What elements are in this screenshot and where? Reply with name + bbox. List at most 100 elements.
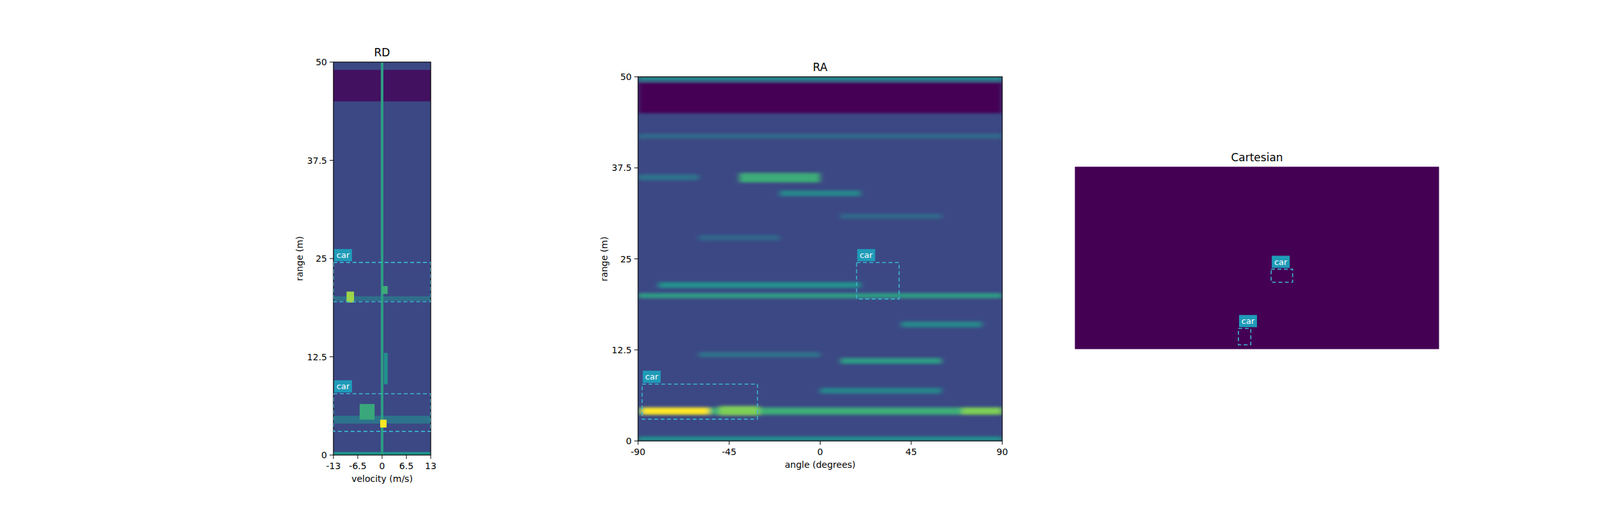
- y-tick-label: 50: [315, 56, 328, 68]
- box-label-bg: [1271, 256, 1290, 269]
- bounding-box: [856, 262, 899, 299]
- x-tick-label: 45: [905, 446, 918, 457]
- x-tick: [910, 440, 912, 445]
- box-label-bg: [334, 248, 352, 262]
- y-tick: [634, 258, 639, 260]
- heat-cell: [739, 172, 820, 183]
- x-tick: [1002, 440, 1003, 445]
- x-tick: [357, 455, 359, 459]
- y-axis-label: range (m): [294, 236, 305, 281]
- box-label-text: car: [1274, 257, 1288, 267]
- x-axis-label: angle (degrees): [784, 459, 856, 470]
- heat-cell: [698, 352, 821, 358]
- y-tick: [329, 455, 334, 456]
- bounding-box: [333, 393, 431, 432]
- heat-cell: [380, 62, 384, 456]
- heatmap-area: [1075, 167, 1439, 349]
- heat-cell: [779, 190, 861, 197]
- heatmap-area: [333, 62, 431, 456]
- bounding-box: [1271, 269, 1293, 283]
- y-tick-label: 0: [321, 449, 328, 461]
- frame: [333, 62, 431, 456]
- background-cell: [1075, 167, 1439, 349]
- y-tick: [329, 62, 334, 63]
- bounding-box: [1238, 328, 1251, 345]
- boxes: [1238, 269, 1293, 345]
- box-label-bg: [642, 370, 661, 383]
- box-label: car: [642, 370, 661, 383]
- heat-cell: [359, 403, 375, 420]
- box-label-bg: [1239, 314, 1257, 328]
- title: RA: [812, 60, 828, 74]
- y-tick: [634, 76, 639, 78]
- heat-cell: [638, 82, 1003, 114]
- bounding-box: [333, 262, 431, 302]
- y-tick: [634, 167, 639, 169]
- box-label-text: car: [1241, 316, 1256, 326]
- heat-cell: [638, 293, 1003, 299]
- heat-cell: [840, 213, 942, 219]
- heat-cell: [346, 291, 354, 303]
- title: RD: [374, 46, 391, 59]
- x-tick-label: -6.5: [348, 460, 367, 472]
- x-tick: [430, 455, 432, 459]
- bounding-box: [641, 384, 758, 420]
- box-label-text: car: [645, 371, 659, 382]
- x-tick-label: 13: [424, 460, 437, 472]
- heat-cell: [638, 76, 1003, 81]
- features: [333, 62, 431, 456]
- panel: -90-4504590012.52537.550angle (degrees)r…: [599, 60, 1008, 470]
- y-tick: [329, 160, 334, 161]
- box-label-text: car: [336, 250, 351, 260]
- x-tick: [819, 440, 821, 445]
- x-tick: [333, 455, 335, 459]
- features: [638, 76, 1003, 441]
- heat-cell: [384, 352, 388, 384]
- y-tick-label: 25: [315, 253, 328, 264]
- y-tick: [634, 440, 639, 442]
- x-tick: [406, 455, 408, 459]
- box-label: car: [856, 248, 875, 262]
- box-label: car: [334, 248, 352, 262]
- heat-cell: [718, 405, 760, 416]
- heat-cell: [840, 357, 942, 364]
- heat-cell: [638, 133, 1003, 139]
- panel: Cartesiancarcar: [1075, 151, 1439, 349]
- x-tick: [638, 440, 639, 445]
- x-tick-label: 90: [996, 446, 1008, 457]
- y-tick-label: 37.5: [611, 162, 632, 173]
- x-tick-label: 0: [817, 446, 824, 457]
- heat-cell: [380, 419, 387, 428]
- box-label: car: [1271, 256, 1290, 269]
- x-tick-label: 0: [379, 460, 386, 472]
- box-label: car: [334, 380, 352, 393]
- x-tick: [728, 440, 730, 445]
- x-axis-label: velocity (m/s): [351, 473, 413, 484]
- background-cell: [638, 76, 1003, 441]
- heat-cell: [698, 234, 780, 241]
- y-tick: [634, 349, 639, 351]
- y-tick-label: 25: [620, 254, 632, 265]
- background-cell: [333, 62, 431, 456]
- heatmap-area: [638, 76, 1003, 441]
- frame: [1075, 167, 1439, 349]
- x-tick-label: -13: [326, 460, 342, 472]
- heat-cell: [638, 407, 1003, 415]
- box-label-bg: [856, 248, 875, 262]
- heat-cell: [638, 174, 699, 180]
- heat-cell: [901, 321, 982, 328]
- y-tick: [329, 356, 334, 358]
- y-tick-label: 12.5: [611, 344, 632, 356]
- heat-cell: [638, 436, 1003, 441]
- y-tick-label: 12.5: [307, 352, 328, 363]
- y-tick-label: 37.5: [307, 155, 328, 166]
- heat-cell: [658, 282, 861, 288]
- y-axis-label: range (m): [599, 236, 610, 282]
- box-label-bg: [334, 380, 352, 393]
- heat-cell: [820, 387, 943, 394]
- figure: -13-6.506.513012.52537.550velocity (m/s)…: [0, 0, 1600, 512]
- heat-cell: [641, 407, 709, 415]
- x-tick: [382, 455, 383, 459]
- boxes: [641, 262, 899, 420]
- panel: -13-6.506.513012.52537.550velocity (m/s)…: [294, 46, 437, 484]
